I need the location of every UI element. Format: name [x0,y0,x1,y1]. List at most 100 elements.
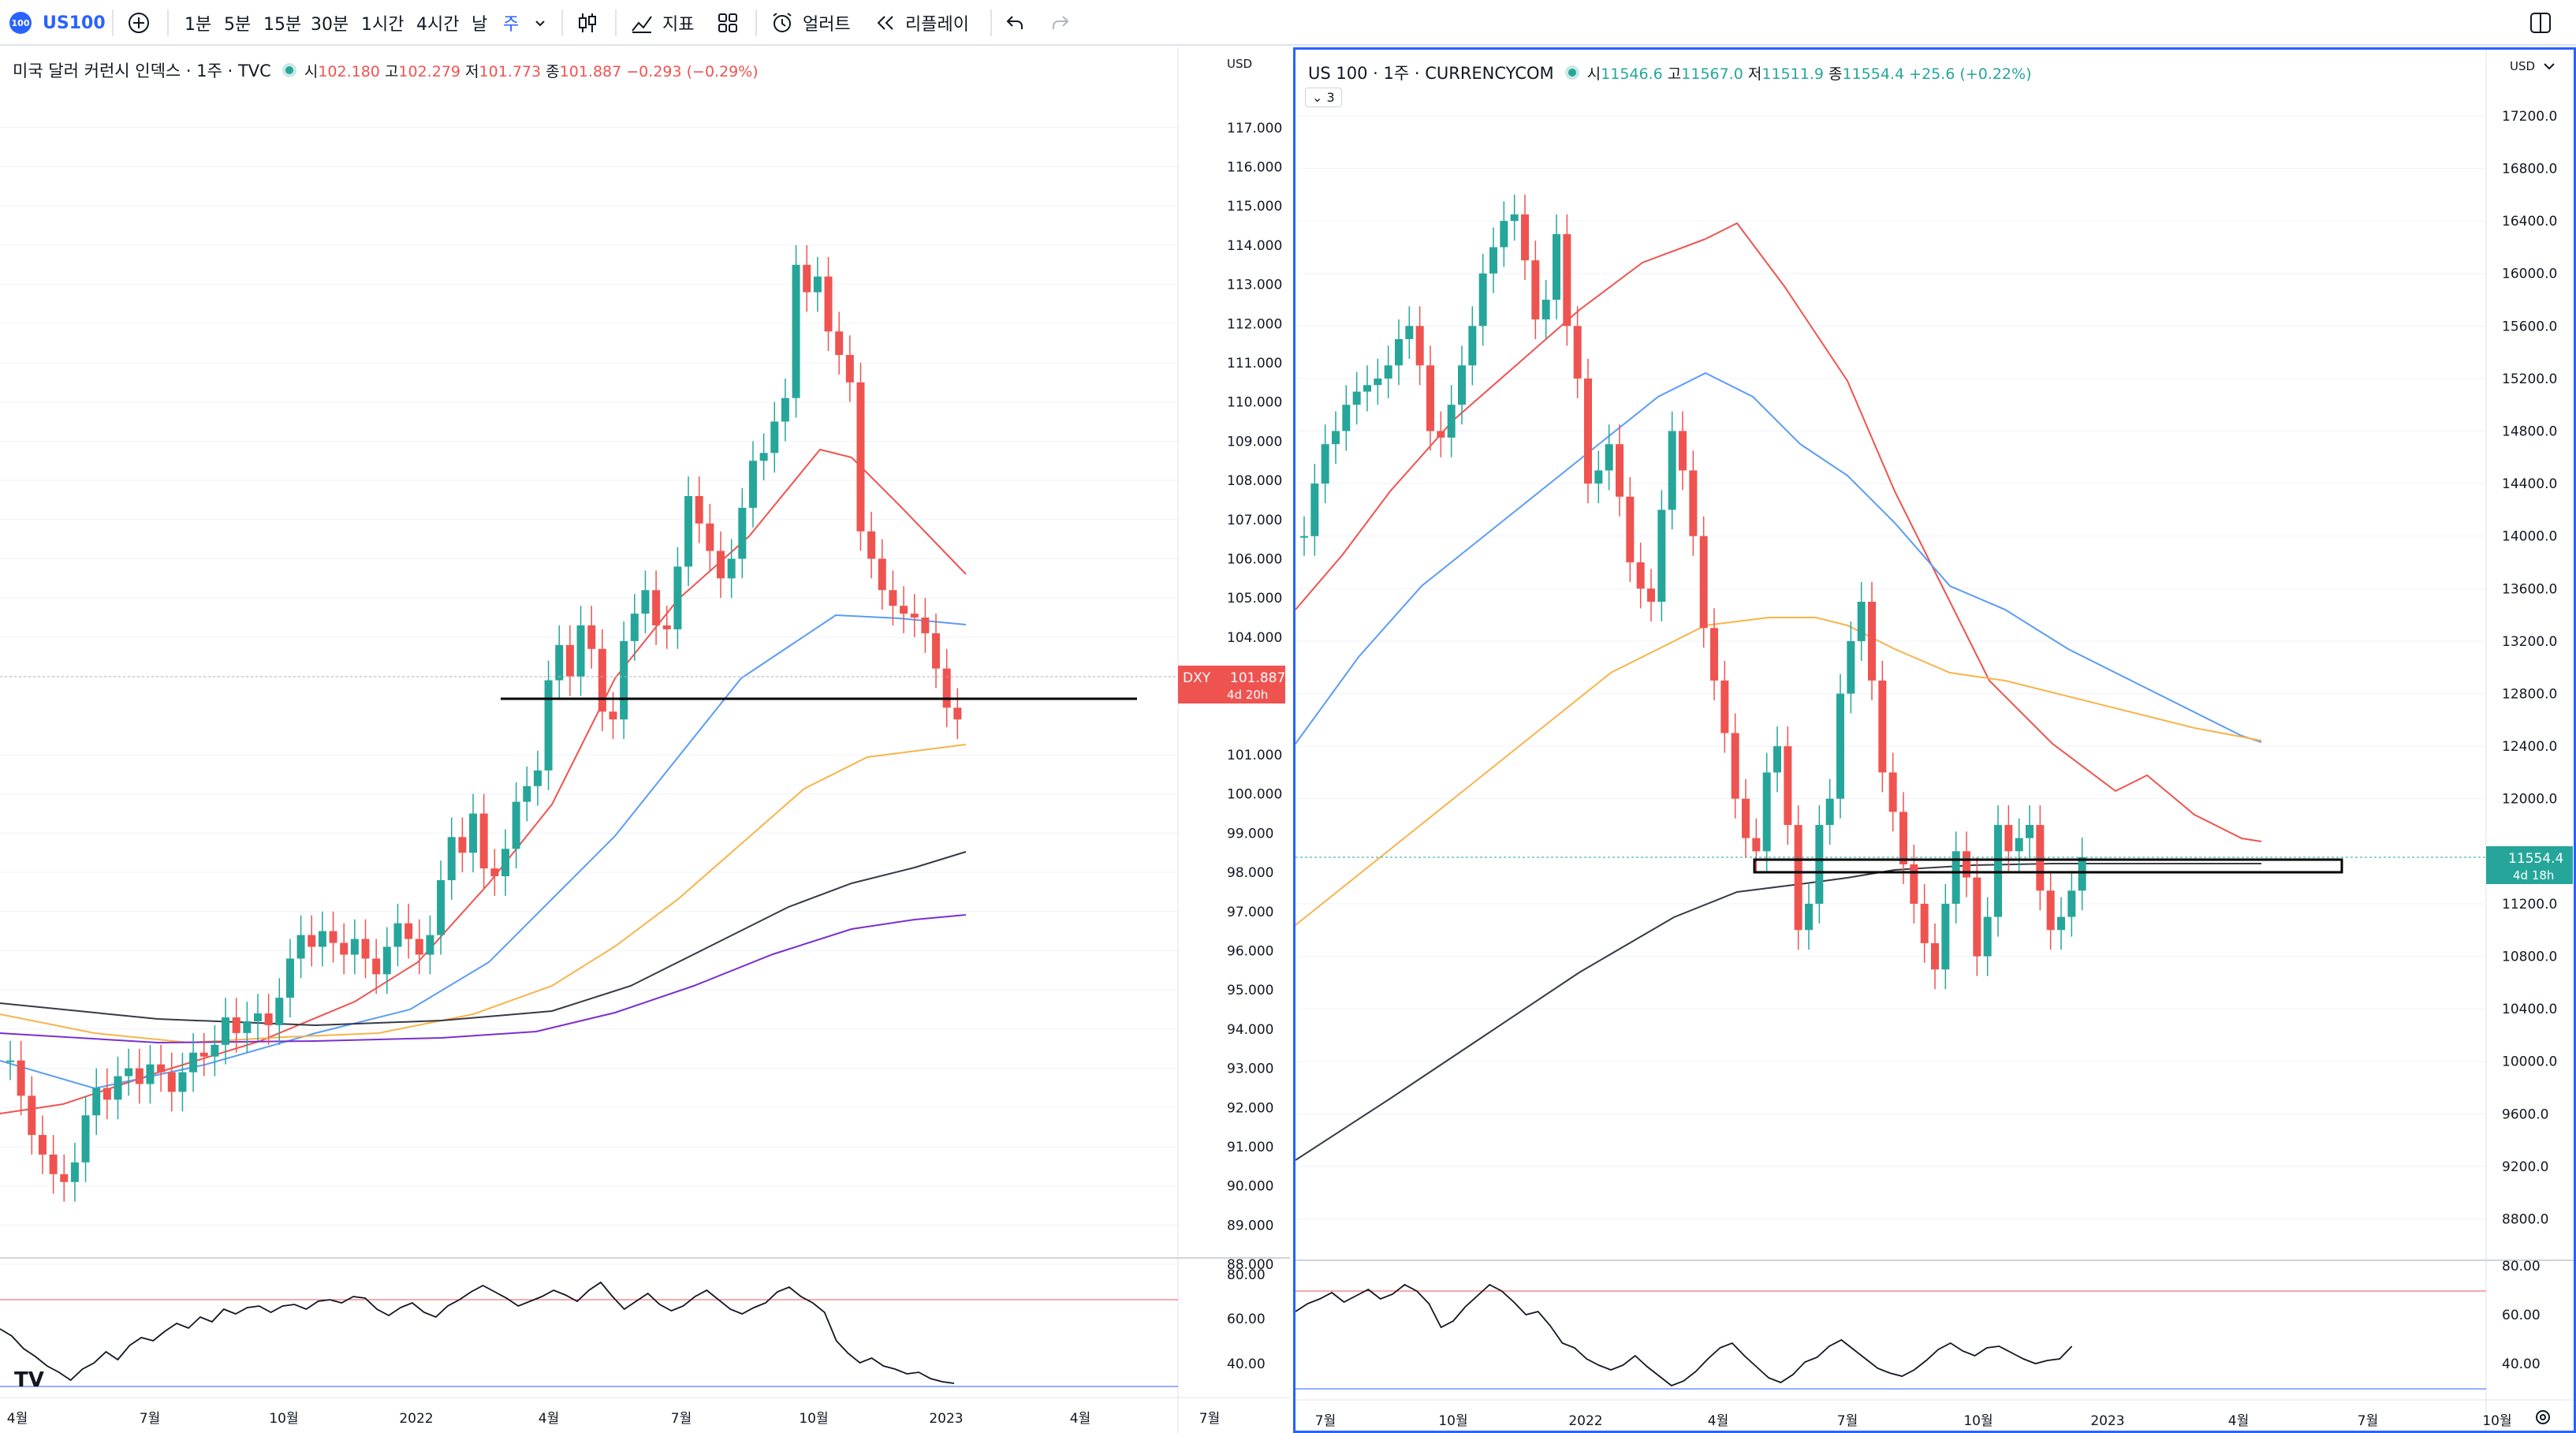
candle-body [125,1068,133,1077]
left-title[interactable]: 미국 달러 커런시 인덱스 · 1주 · TVC [13,62,271,80]
right-ohlc: 시11546.6 고11567.0 저11511.9 종11554.4 +25.… [1587,62,2032,84]
time-tick: 10월 [1963,1413,1993,1429]
right-price-axis[interactable]: 17200.0 16800.0 16400.0 16000.0 15600.0 15200… [2502,109,2557,1228]
toolbar-divider [615,9,617,36]
chart-pane-left[interactable]: USD 117.000 116.000 115.000 114.000 113.000 1… [0,47,1290,1433]
candle-body [1647,588,1655,602]
candle-body [1384,365,1392,379]
candle-body [1332,431,1340,445]
countdown-label: 4d 18h [2513,868,2554,883]
interval-30m[interactable]: 30분 [311,15,349,35]
candle-body [1847,640,1855,694]
candle-body [308,935,316,947]
compare-symbol-button[interactable] [126,0,151,46]
candle-body [2036,825,2045,891]
price-tick: 90.000 [1227,1179,1273,1195]
candle-body [932,633,941,669]
time-tick: 7월 [1837,1413,1858,1429]
settings-gear-icon[interactable] [2536,1410,2550,1424]
candle-body [1415,326,1424,366]
candle-body [70,1162,79,1182]
candle-body [1405,326,1414,339]
layout-panel-button[interactable] [2528,0,2553,46]
candle-body [275,998,284,1025]
support-zone-rectangle[interactable] [1753,858,2343,874]
redo-button[interactable] [1049,0,1071,46]
time-tick: 2022 [1568,1413,1602,1429]
countdown-label: 4d 20h [1227,688,1268,702]
candle-body [38,1135,47,1155]
moving-average-line [0,614,967,1090]
candle-body [953,707,962,720]
left-time-axis[interactable]: 4월 7월 10월 2022 4월 7월 10월 2023 4월 7월 [7,1411,1220,1427]
undo-button[interactable] [1005,0,1027,46]
right-title[interactable]: US 100 · 1주 · CURRENCYCOM [1308,64,1554,83]
price-tick: 93.000 [1227,1062,1273,1077]
time-tick: 10월 [1438,1413,1467,1429]
right-chart-canvas[interactable]: USD 17200.016800.016400.016000.015600.01… [1295,50,2574,1431]
candle-body [1541,300,1550,320]
chart-pane-right[interactable]: USD 17200.0 16800.0 16400.0 16000.0 15600.0 1… [1293,47,2576,1433]
candle-body [738,507,747,559]
price-tick: 116.000 [1227,160,1282,176]
osc-tick-60: 60.00 [1227,1312,1266,1327]
candle-body [717,550,725,579]
interval-4h[interactable]: 4시간 [416,15,460,35]
candle-body [2004,825,2013,852]
indicators-collapse-chip[interactable]: ⌄ 3 [1305,88,1342,107]
alarm-clock-icon [773,13,792,32]
open-label: 시 [1586,65,1601,83]
interval-15m[interactable]: 15분 [263,15,302,35]
left-price-axis[interactable]: 117.000 116.000 115.000 114.000 113.000 112.0… [1227,121,1282,1273]
interval-day[interactable]: 날 [472,15,488,35]
indicator-count: 3 [1326,90,1335,105]
candle-body [1352,391,1361,405]
left-chart-canvas[interactable]: USD 117.000116.000115.000114.000113.0001… [0,47,1290,1433]
price-tick: 98.000 [1227,865,1273,881]
price-tick: 16800.0 [2502,162,2557,177]
candle-body [1626,496,1635,563]
moving-average-line [0,448,967,1114]
right-candles [1300,194,2086,990]
right-time-axis[interactable]: 7월 10월 2022 4월 7월 10월 2023 4월 7월 10월 [1315,1413,2512,1429]
candle-body [1888,772,1897,812]
moving-average-line [0,914,967,1044]
top-toolbar: 100 US100 1분 5분 15분 30분 1시간 4시간 날 주 지표 얼… [0,0,2576,46]
time-tick: 4월 [539,1411,559,1427]
time-tick: 7월 [1199,1411,1220,1427]
candle-body [1899,812,1907,864]
candle-body [1468,326,1477,366]
indicators-button[interactable]: 지표 [629,0,694,46]
currency-dropdown-icon[interactable] [2544,63,2555,70]
candle-body [1878,680,1887,773]
interval-1m[interactable]: 1분 [185,15,212,35]
interval-5m[interactable]: 5분 [224,15,252,35]
candle-body [1857,601,1866,641]
price-tick: 89.000 [1227,1218,1273,1233]
candle-body [824,276,833,332]
interval-dropdown[interactable] [533,0,547,46]
candle-body [1983,916,1992,957]
interval-week[interactable]: 주 [503,15,520,35]
price-tick: 88.000 [1227,1257,1273,1273]
candle-body [1363,385,1371,392]
alert-button[interactable]: 얼러트 [770,0,851,46]
close-value: 101.887 [559,62,622,80]
candle-body [1437,431,1445,438]
moving-average-line [1295,863,2261,1161]
price-tick: 97.000 [1227,905,1273,920]
candle-body [620,640,628,720]
templates-button[interactable] [716,0,740,46]
symbol-search-button[interactable]: 100 US100 [9,0,106,46]
toolbar-divider [990,9,992,36]
interval-1h[interactable]: 1시간 [361,15,404,35]
time-tick: 4월 [1070,1411,1090,1427]
chart-type-button[interactable] [576,0,599,46]
price-tick: 8800.0 [2502,1212,2548,1228]
moving-average-line [0,744,967,1044]
replay-button[interactable]: 리플레이 [874,0,969,46]
candle-body [1794,825,1802,931]
candle-body [1699,536,1708,629]
candle-body [727,558,736,579]
price-tick: 106.000 [1227,552,1282,568]
